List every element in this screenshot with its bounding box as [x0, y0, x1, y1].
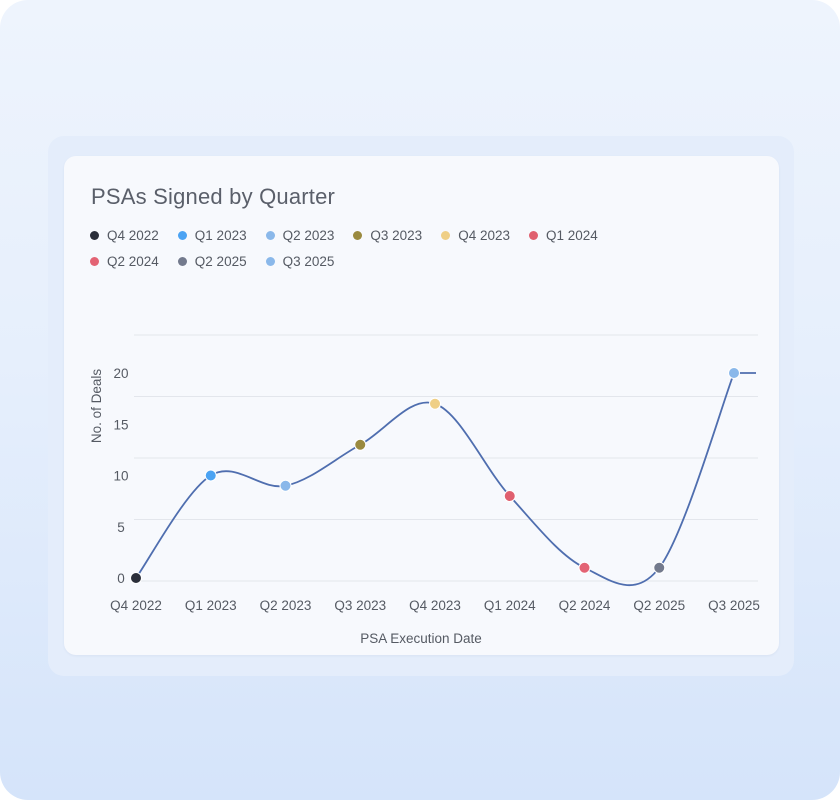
legend-label: Q2 2025 [194, 254, 247, 269]
x-tick-label: Q4 2023 [409, 598, 461, 613]
data-point [130, 572, 142, 584]
legend-item[interactable]: Q2 2024 [90, 254, 159, 269]
legend-swatch [177, 257, 187, 266]
x-tick-label: Q1 2023 [185, 598, 237, 613]
legend-row: Q2 2024 Q2 2025 Q3 2025 [90, 254, 353, 269]
y-tick-label: 0 [117, 571, 125, 586]
legend-item[interactable]: Q2 2023 [265, 228, 335, 243]
legend-label: Q3 2023 [370, 228, 423, 243]
legend-label: Q4 2023 [458, 228, 510, 243]
legend-label: Q3 2025 [282, 254, 335, 269]
x-tick-label: Q3 2023 [334, 598, 386, 613]
legend-label: Q2 2023 [282, 228, 335, 243]
legend-item[interactable]: Q3 2023 [353, 228, 422, 243]
legend-label: Q1 2023 [194, 228, 247, 243]
y-axis-title: No. of Deals [89, 369, 104, 444]
x-axis-title: PSA Execution Date [360, 631, 482, 646]
data-point [204, 469, 217, 482]
legend-swatch [353, 231, 363, 240]
legend-swatch [265, 257, 275, 266]
data-point [354, 438, 367, 451]
data-point [728, 367, 740, 379]
data-point [429, 397, 441, 410]
legend-item[interactable]: Q3 2025 [265, 254, 335, 269]
x-tick-label: Q3 2025 [708, 598, 760, 613]
legend-swatch [441, 231, 451, 240]
y-tick-label: 20 [113, 366, 128, 381]
legend-swatch [90, 257, 99, 266]
data-point [578, 561, 591, 574]
x-tick-label: Q2 2025 [633, 598, 685, 613]
legend-item[interactable]: Q2 2025 [177, 254, 247, 269]
legend-swatch [265, 231, 275, 240]
y-tick-label: 10 [113, 469, 128, 484]
x-tick-label: Q1 2024 [484, 598, 536, 613]
legend-item[interactable]: Q4 2022 [90, 228, 159, 243]
legend-swatch [528, 231, 538, 240]
y-tick-label: 15 [113, 417, 128, 432]
legend-label: Q4 2022 [107, 228, 159, 243]
legend-swatch [177, 231, 187, 240]
x-tick-label: Q2 2023 [260, 598, 312, 613]
data-point [653, 561, 666, 574]
legend-label: Q1 2024 [545, 228, 598, 243]
legend-row: Q4 2022 Q1 2023 Q2 2023 Q3 2023 Q4 2023 Q1 20… [90, 228, 617, 243]
legend-label: Q2 2024 [107, 254, 159, 269]
legend-item[interactable]: Q4 2023 [441, 228, 510, 243]
data-point [503, 490, 516, 502]
legend-swatch [90, 231, 99, 240]
y-tick-label: 5 [117, 520, 125, 535]
chart-title: PSAs Signed by Quarter [91, 184, 336, 209]
data-point [279, 479, 292, 492]
x-tick-label: Q4 2022 [110, 598, 162, 613]
x-tick-label: Q2 2024 [559, 598, 611, 613]
series-line [135, 372, 756, 587]
legend-item[interactable]: Q1 2024 [528, 228, 598, 243]
legend-item[interactable]: Q1 2023 [177, 228, 247, 243]
